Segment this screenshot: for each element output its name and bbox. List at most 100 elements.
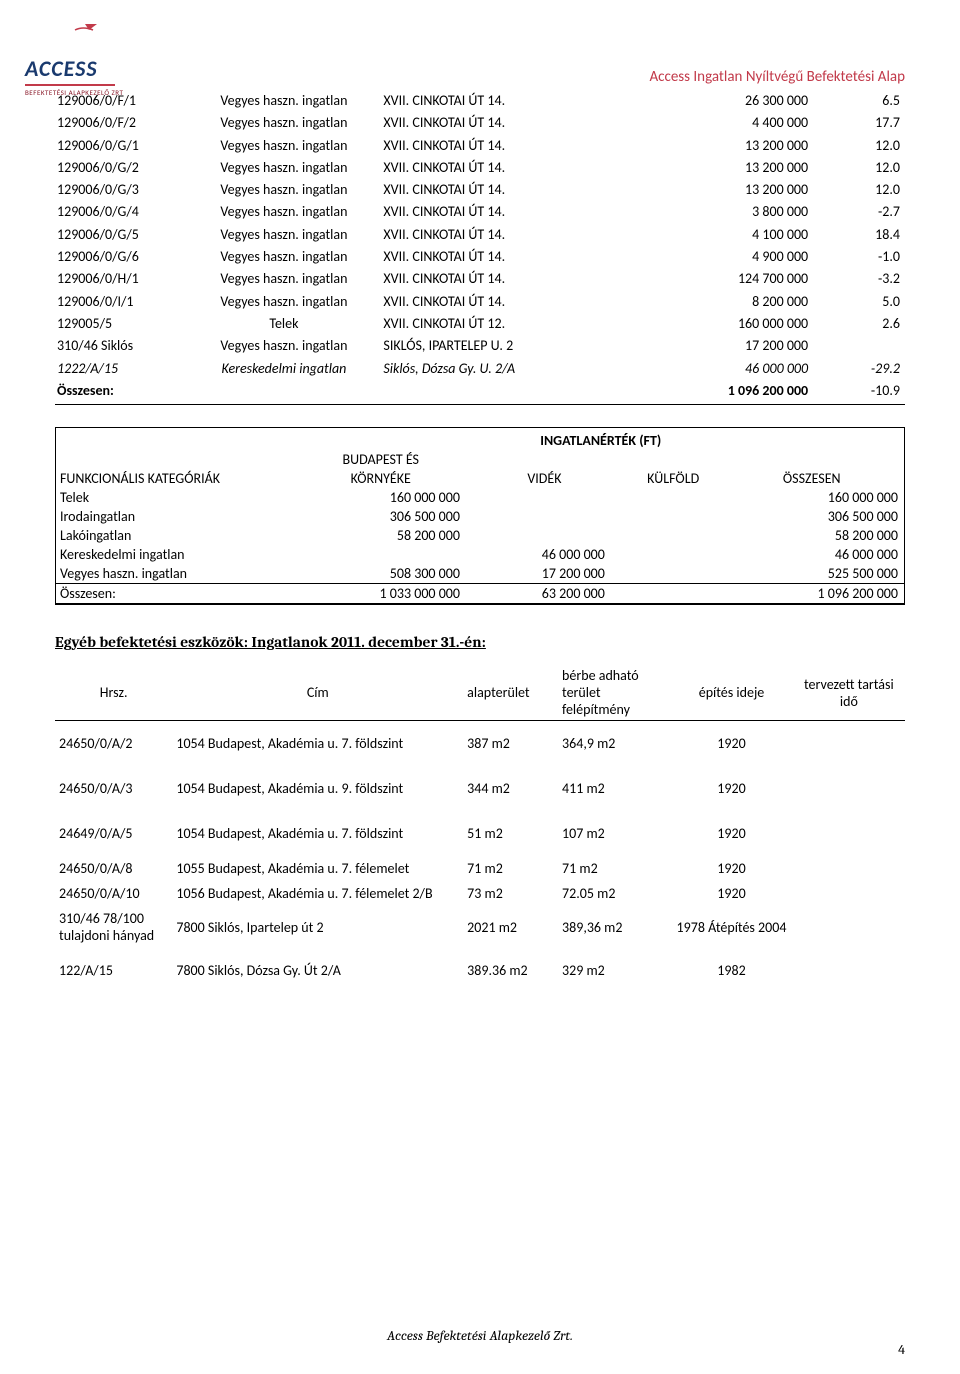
table-row: 129006/0/G/1Vegyes haszn. ingatlanXVII. …	[55, 135, 905, 157]
cell-alap: 344 m2	[463, 766, 558, 811]
table-row: 129006/0/F/1Vegyes haszn. ingatlanXVII. …	[55, 90, 905, 112]
cell-category: Lakóingatlan	[56, 526, 298, 545]
table-row: 310/46 SiklósVegyes haszn. ingatlanSIKLÓ…	[55, 335, 905, 357]
cell-kulfold	[625, 545, 722, 564]
cell-addr: XVII. CINKOTAI ÚT 14.	[381, 112, 615, 134]
cell-value: 13 200 000	[615, 157, 838, 179]
cell-videk: 17 200 000	[480, 564, 625, 584]
table-row: 129006/0/G/4Vegyes haszn. ingatlanXVII. …	[55, 201, 905, 223]
t3-h1: Hrsz.	[55, 665, 172, 721]
cell-change: -29.2	[838, 358, 905, 380]
cell-videk	[480, 526, 625, 545]
cell-type: Telek	[186, 313, 381, 335]
table-row: Kereskedelmi ingatlan 46 000 000 46 000 00…	[56, 545, 904, 564]
cell-osszesen: 58 200 000	[721, 526, 904, 545]
cell-cim: 1054 Budapest, Akadémia u. 7. földszint	[172, 811, 463, 856]
cell-cim: 1054 Budapest, Akadémia u. 7. földszint	[172, 721, 463, 767]
cell-type: Vegyes haszn. ingatlan	[186, 335, 381, 357]
page-footer: Access Befektetési Alapkezelő Zrt.	[0, 1327, 960, 1344]
cell-value: 26 300 000	[615, 90, 838, 112]
cell-value: 8 200 000	[615, 291, 838, 313]
cell-value: 4 900 000	[615, 246, 838, 268]
cell-alap: 387 m2	[463, 721, 558, 767]
cell-hrsz: 24650/0/A/8	[55, 856, 172, 881]
cell-id: 129006/0/G/1	[55, 135, 186, 157]
table-row: Telek160 000 000160 000 000	[56, 488, 904, 507]
t2-h1: FUNKCIONÁLIS KATEGÓRIÁK	[56, 469, 298, 488]
cell-berbe: 329 m2	[558, 948, 670, 993]
table-row: 129006/0/G/5Vegyes haszn. ingatlanXVII. …	[55, 224, 905, 246]
table-row: 129005/5TelekXVII. CINKOTAI ÚT 12.160 00…	[55, 313, 905, 335]
table-row: Vegyes haszn. ingatlan508 300 00017 200 …	[56, 564, 904, 584]
cell-osszesen: 525 500 000	[721, 564, 904, 584]
cell-tart	[793, 906, 905, 948]
cell-ev: 1920	[670, 766, 792, 811]
cell-osszesen: 46 000 000	[721, 545, 904, 564]
cell-bp: 160 000 000	[298, 488, 480, 507]
cell-kulfold	[625, 564, 722, 584]
cell-bp	[298, 545, 480, 564]
cell-tart	[793, 766, 905, 811]
logo-sub-text: BEFEKTETÉSI ALAPKEZELŐ ZRT	[25, 88, 160, 97]
cell-id: 129006/0/G/5	[55, 224, 186, 246]
cell-ev: 1920	[670, 721, 792, 767]
cell-addr: Siklós, Dózsa Gy. U. 2/A	[381, 358, 615, 380]
table-row: 129006/0/G/6Vegyes haszn. ingatlanXVII. …	[55, 246, 905, 268]
cell-osszesen: 160 000 000	[721, 488, 904, 507]
cell-change: 18.4	[838, 224, 905, 246]
cell-berbe: 389,36 m2	[558, 906, 670, 948]
cell-cim: 1055 Budapest, Akadémia u. 7. félemelet	[172, 856, 463, 881]
cell-alap: 51 m2	[463, 811, 558, 856]
cell-value: 3 800 000	[615, 201, 838, 223]
category-summary-table: INGATLANÉRTÉK (FT) BUDAPEST ÉS FUNKCIONÁ…	[56, 428, 904, 604]
table-row: 1222/A/15Kereskedelmi ingatlanSiklós, Dó…	[55, 358, 905, 380]
cell-type: Vegyes haszn. ingatlan	[186, 112, 381, 134]
cell-addr: XVII. CINKOTAI ÚT 14.	[381, 246, 615, 268]
doc-title: Access Ingatlan Nyíltvégű Befektetési Al…	[55, 30, 905, 90]
cell-category: Irodaingatlan	[56, 507, 298, 526]
cell-value: 4 400 000	[615, 112, 838, 134]
table-row: 24650/0/A/31054 Budapest, Akadémia u. 9.…	[55, 766, 905, 811]
cell-tart	[793, 881, 905, 906]
cell-videk	[480, 507, 625, 526]
cell-alap: 73 m2	[463, 881, 558, 906]
t3-h3: alapterület	[463, 665, 558, 721]
cell-bp: 508 300 000	[298, 564, 480, 584]
cell-category: Vegyes haszn. ingatlan	[56, 564, 298, 584]
cell-value: 13 200 000	[615, 179, 838, 201]
cell-category: Kereskedelmi ingatlan	[56, 545, 298, 564]
cell-total-kulfold	[625, 584, 722, 604]
cell-berbe: 71 m2	[558, 856, 670, 881]
cell-berbe: 107 m2	[558, 811, 670, 856]
t2-h4: KÜLFÖLD	[625, 469, 722, 488]
cell-id: 310/46 Siklós	[55, 335, 186, 357]
cell-id: 129006/0/G/6	[55, 246, 186, 268]
table-total-row: Összesen:1 033 000 00063 200 0001 096 20…	[56, 584, 904, 604]
cell-id: 129006/0/G/3	[55, 179, 186, 201]
cell-total-value: 1 096 200 000	[615, 380, 838, 405]
cell-type: Vegyes haszn. ingatlan	[186, 179, 381, 201]
cell-ev: 1920	[670, 811, 792, 856]
cell-videk: 46 000 000	[480, 545, 625, 564]
cell-total-label: Összesen:	[55, 380, 186, 405]
table-row: 122/A/157800 Siklós, Dózsa Gy. Út 2/A389…	[55, 948, 905, 993]
cell-osszesen: 306 500 000	[721, 507, 904, 526]
cell-type: Vegyes haszn. ingatlan	[186, 157, 381, 179]
cell-value: 13 200 000	[615, 135, 838, 157]
cell-id: 1222/A/15	[55, 358, 186, 380]
cell-change: 6.5	[838, 90, 905, 112]
cell-cim: 7800 Siklós, Dózsa Gy. Út 2/A	[172, 948, 463, 993]
cell-kulfold	[625, 526, 722, 545]
cell-hrsz: 122/A/15	[55, 948, 172, 993]
cell-tart	[793, 721, 905, 767]
cell-value: 46 000 000	[615, 358, 838, 380]
table-row: 24650/0/A/81055 Budapest, Akadémia u. 7.…	[55, 856, 905, 881]
cell-ev: 1978 Átépítés 2004	[670, 906, 792, 948]
cell-addr: XVII. CINKOTAI ÚT 14.	[381, 135, 615, 157]
cell-ev: 1982	[670, 948, 792, 993]
cell-value: 4 100 000	[615, 224, 838, 246]
table-row: 310/46 78/100 tulajdoni hányad7800 Sikló…	[55, 906, 905, 948]
table-row: 24649/0/A/51054 Budapest, Akadémia u. 7.…	[55, 811, 905, 856]
table-row: Lakóingatlan58 200 00058 200 000	[56, 526, 904, 545]
cell-ev: 1920	[670, 856, 792, 881]
